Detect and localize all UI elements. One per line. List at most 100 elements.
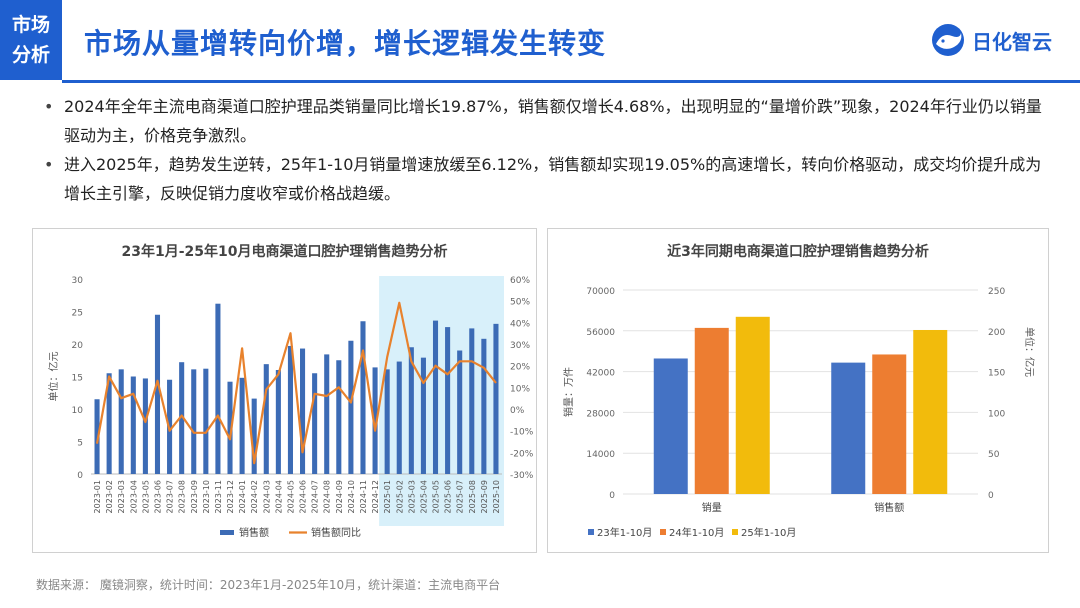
bar-sales [287, 345, 293, 474]
section-tag: 市场 分析 [0, 0, 62, 80]
bar-sales [130, 376, 136, 474]
y2-tick-label: 200 [988, 328, 1005, 338]
y2-tick-label: 150 [988, 369, 1005, 379]
line-yoy-growth [95, 301, 497, 465]
y2-tick-label: -20% [510, 449, 534, 459]
y2-tick-label: 250 [988, 287, 1005, 297]
bar-sales [336, 360, 342, 474]
legend-swatch [732, 529, 738, 535]
y2-tick-label: 0% [510, 406, 525, 416]
bar-sales [420, 357, 426, 474]
trend-chart: 0 5 10 15 20 25 30 -30% -20% -10% 0% 10% 20% 30% 40% 50… [47, 276, 534, 539]
y-tick-label: 20 [72, 341, 84, 351]
bullet-list: 2024年全年主流电商渠道口腔护理品类销量同比增长19.87%，销售额仅增长4.… [40, 92, 1050, 208]
y-tick-label: 10 [72, 406, 84, 416]
y2-tick-label: 40% [510, 319, 530, 329]
x-tick-label: 2024-12 [371, 480, 380, 513]
y2-tick-label: 20% [510, 363, 530, 373]
y2-tick-label: 0 [988, 491, 994, 501]
trend-chart-panel: 23年1月-25年10月电商渠道口腔护理销售趋势分析 0 5 10 15 20 25 30 -… [32, 228, 537, 553]
y-axis-label: 销量：万件 [562, 367, 575, 417]
x-tick-label: 2025-08 [468, 480, 477, 513]
x-tick-label: 2023-10 [202, 480, 211, 513]
bar-sales [360, 321, 366, 474]
x-tick-label: 销量 [702, 501, 722, 514]
x-tick-label: 2023-02 [105, 480, 114, 513]
bar-sales [154, 314, 161, 474]
x-tick-label: 2025-02 [395, 480, 404, 513]
y-tick-label: 25 [72, 309, 83, 319]
bar-sales [94, 399, 100, 474]
bullet-item: 2024年全年主流电商渠道口腔护理品类销量同比增长19.87%，销售额仅增长4.… [40, 92, 1050, 150]
y2-tick-label: 10% [510, 384, 530, 394]
bar-sales [457, 350, 463, 474]
bar-sales [324, 354, 330, 474]
bar-sales [348, 340, 354, 474]
y2-tick-label: 100 [988, 409, 1005, 419]
legend-swatch-sales [220, 530, 234, 535]
bar-sales [203, 368, 209, 474]
bar-sales [275, 370, 281, 474]
y-tick-label: 28000 [586, 409, 615, 419]
x-tick-label: 2024-03 [262, 480, 271, 513]
y-tick-label: 14000 [586, 450, 615, 460]
bar-25-1 [913, 329, 948, 494]
y2-tick-label: -30% [510, 471, 534, 481]
header-bar [62, 0, 1080, 80]
y2-tick-label: -10% [510, 428, 534, 438]
x-tick-label: 销售额 [874, 501, 904, 514]
legend-swatch [588, 529, 594, 535]
x-tick-label: 2024-11 [359, 480, 368, 513]
y-tick-label: 70000 [586, 287, 615, 297]
x-tick-label: 2024-04 [274, 480, 283, 513]
bar-sales [179, 362, 185, 474]
section-tag-line1: 市场 [11, 14, 50, 36]
bar-sales [372, 367, 378, 474]
y-tick-label: 15 [72, 374, 83, 384]
x-tick-label: 2023-06 [153, 480, 162, 513]
bar-sales [239, 377, 245, 474]
y-tick-label: 56000 [586, 328, 615, 338]
y-axis-label: 单位：亿元 [47, 352, 60, 402]
header-divider [62, 80, 1080, 83]
x-tick-label: 2023-03 [117, 480, 126, 513]
bar-sales [118, 369, 124, 474]
x-tick-label: 2023-07 [166, 480, 175, 513]
whale-logo-icon [932, 24, 964, 56]
x-tick-label: 2024-01 [238, 480, 247, 513]
bar-sales [493, 323, 499, 474]
bar-sales [384, 369, 390, 474]
legend-swatch [660, 529, 666, 535]
bar-sales [191, 369, 197, 474]
bar-sales [396, 361, 402, 474]
x-tick-label: 2025-01 [383, 480, 392, 513]
x-tick-label: 2024-08 [323, 480, 332, 513]
legend-label: 23年1-10月 [597, 526, 652, 539]
bar-sales [469, 328, 475, 474]
bar-sales [106, 373, 112, 474]
x-tick-label: 2023-08 [178, 480, 187, 513]
source-note: 数据来源： 魔镜洞察，统计时间：2023年1月-2025年10月，统计渠道：主流… [36, 578, 501, 592]
x-tick-label: 2024-05 [286, 480, 295, 513]
y-tick-label: 5 [77, 439, 83, 449]
x-tick-label: 2023-05 [141, 480, 150, 513]
bar-sales [251, 398, 257, 474]
x-tick-label: 2025-06 [444, 480, 453, 513]
x-tick-label: 2025-04 [419, 480, 428, 513]
legend-label: 24年1-10月 [669, 526, 724, 539]
y-tick-label: 42000 [586, 369, 615, 379]
bar-sales [445, 327, 451, 474]
x-tick-label: 2024-02 [250, 480, 259, 513]
bar-23-1 [831, 362, 866, 494]
y2-tick-label: 30% [510, 341, 530, 351]
x-tick-label: 2024-06 [299, 480, 308, 513]
x-tick-label: 2024-07 [311, 480, 320, 513]
bar-23-0 [653, 358, 688, 494]
logo-text: 日化智云 [972, 29, 1052, 54]
bar-sales [481, 338, 487, 474]
x-tick-label: 2025-05 [432, 480, 441, 513]
bar-sales [142, 378, 148, 474]
y2-axis-label: 单位：亿元 [1023, 327, 1036, 377]
bar-sales [408, 347, 414, 474]
bullet-item: 进入2025年，趋势发生逆转，25年1-10月销量增速放缓至6.12%，销售额却… [40, 150, 1050, 208]
